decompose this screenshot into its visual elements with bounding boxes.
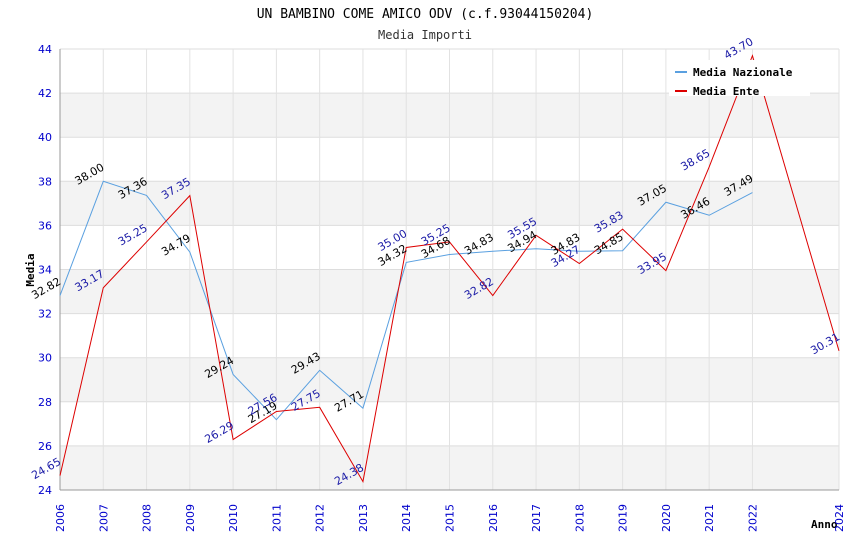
legend-label: Media Ente xyxy=(693,85,760,98)
x-tick-label: 2016 xyxy=(487,504,500,532)
y-tick-label: 24 xyxy=(38,484,52,497)
x-tick-label: 2021 xyxy=(703,504,716,532)
x-tick-label: 2018 xyxy=(573,504,586,532)
x-tick-label: 2022 xyxy=(746,504,759,532)
x-tick-label: 2024 xyxy=(833,504,846,532)
x-tick-label: 2014 xyxy=(400,504,413,532)
y-tick-label: 34 xyxy=(38,264,52,277)
y-tick-label: 32 xyxy=(38,308,52,321)
gridlines xyxy=(59,48,840,491)
y-tick-label: 40 xyxy=(38,131,52,144)
y-tick-label: 36 xyxy=(38,219,52,232)
x-tick-label: 2011 xyxy=(270,504,283,532)
x-tick-label: 2008 xyxy=(141,504,154,532)
x-tick-label: 2009 xyxy=(184,504,197,532)
x-axis-label: Anno xyxy=(811,518,838,531)
legend: Media Nazionale Media Ente xyxy=(669,60,810,98)
y-tick-label: 28 xyxy=(38,396,52,409)
x-tick-label: 2019 xyxy=(617,504,630,532)
y-tick-label: 42 xyxy=(38,87,52,100)
x-tick-label: 2007 xyxy=(97,504,110,532)
x-tick-label: 2013 xyxy=(357,504,370,532)
x-tick-label: 2017 xyxy=(530,504,543,532)
data-label-ente: 24.65 xyxy=(29,455,63,482)
legend-box xyxy=(669,60,810,96)
legend-label: Media Nazionale xyxy=(693,66,793,79)
x-axis-ticks: 2006 2007 2008 2009 2010 2011 2012 2013 2014 2015… xyxy=(54,504,846,532)
y-tick-label: 44 xyxy=(38,43,52,56)
y-axis-label: Media xyxy=(24,253,37,286)
x-tick-label: 2006 xyxy=(54,504,67,532)
chart-title: UN BAMBINO COME AMICO ODV (c.f.930441502… xyxy=(257,7,594,22)
x-tick-label: 2010 xyxy=(227,504,240,532)
series-line-media-nazionale xyxy=(59,180,753,421)
x-tick-label: 2012 xyxy=(314,504,327,532)
x-tick-label: 2015 xyxy=(444,504,457,532)
series-line-media-ente xyxy=(59,54,840,484)
x-tick-label: 2020 xyxy=(660,504,673,532)
y-tick-label: 30 xyxy=(38,352,52,365)
series-group xyxy=(59,54,840,484)
chart-subtitle: Media Importi xyxy=(378,28,472,42)
y-axis-ticks: 24 26 28 30 32 34 36 38 40 42 44 xyxy=(38,43,52,497)
y-tick-label: 26 xyxy=(38,440,52,453)
y-tick-label: 38 xyxy=(38,175,52,188)
